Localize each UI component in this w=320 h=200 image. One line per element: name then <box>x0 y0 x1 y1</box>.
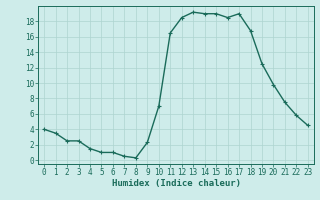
X-axis label: Humidex (Indice chaleur): Humidex (Indice chaleur) <box>111 179 241 188</box>
